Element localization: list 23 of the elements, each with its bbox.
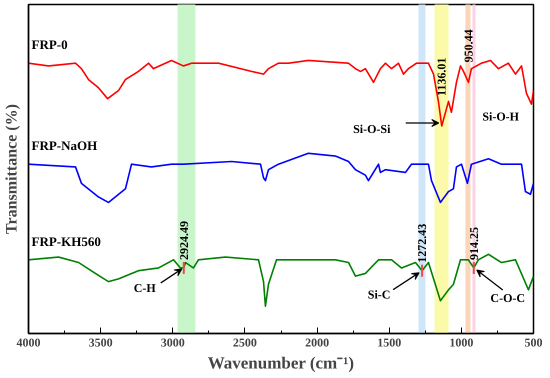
annotation: 1136.01 — [434, 58, 449, 96]
x-tick-label: 1000 — [449, 336, 474, 350]
y-axis-title: Transmittance (%) — [4, 104, 20, 234]
x-axis-title: Wavenumber (cm⁻¹) — [208, 354, 354, 372]
series-label: FRP-KH560 — [32, 234, 101, 249]
x-tick-label: 2500 — [232, 336, 257, 350]
annotation: Si-O-H — [482, 109, 520, 124]
annotation: 1272.43 — [415, 224, 430, 263]
annotation: 950.44 — [461, 29, 476, 62]
series-label: FRP-NaOH — [32, 138, 98, 154]
annotation: 914.25 — [466, 226, 481, 260]
annotation: C-O-C — [490, 290, 526, 305]
x-tick-label: 4000 — [16, 336, 40, 350]
x-tick-label: 2000 — [305, 336, 330, 350]
x-tick-label: 1500 — [377, 336, 402, 350]
x-tick-label: 3500 — [88, 336, 113, 350]
annotation: 2924.49 — [176, 220, 191, 260]
series-label: FRP-0 — [32, 37, 68, 52]
annotation: Si-O-Si — [353, 122, 392, 136]
annotation: C-H — [134, 280, 156, 295]
annotation: Si-C — [368, 288, 390, 302]
x-tick-label: 3000 — [160, 336, 185, 350]
x-tick-label: 500 — [524, 336, 542, 350]
